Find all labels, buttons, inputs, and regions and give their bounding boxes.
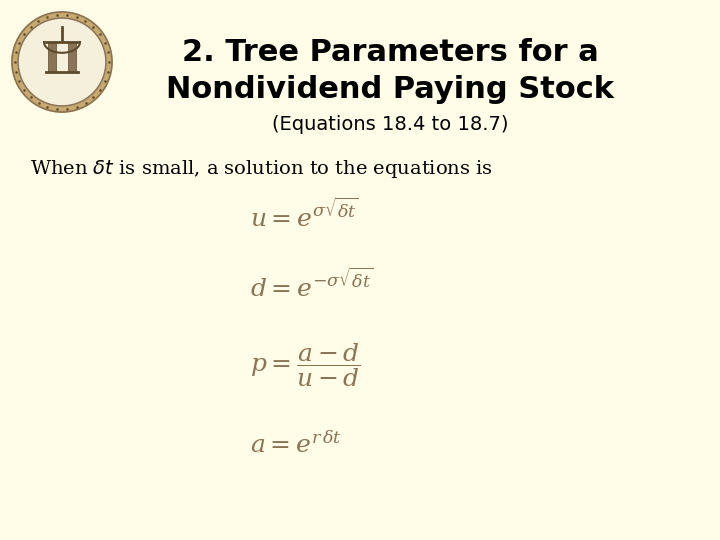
Text: Nondividend Paying Stock: Nondividend Paying Stock — [166, 75, 614, 104]
Text: $a = e^{r\,\delta t}$: $a = e^{r\,\delta t}$ — [250, 432, 342, 458]
Circle shape — [18, 18, 106, 106]
Text: $d = e^{-\sigma\sqrt{\delta t}}$: $d = e^{-\sigma\sqrt{\delta t}}$ — [250, 268, 374, 301]
Text: When $\delta t$ is small, a solution to the equations is: When $\delta t$ is small, a solution to … — [30, 158, 493, 180]
Text: 2. Tree Parameters for a: 2. Tree Parameters for a — [181, 38, 598, 67]
Circle shape — [12, 12, 112, 112]
Text: $p = \dfrac{a - d}{u - d}$: $p = \dfrac{a - d}{u - d}$ — [250, 341, 361, 389]
Text: $u = e^{\sigma\sqrt{\delta t}}$: $u = e^{\sigma\sqrt{\delta t}}$ — [250, 199, 359, 232]
FancyBboxPatch shape — [68, 42, 76, 72]
FancyBboxPatch shape — [48, 42, 56, 72]
Text: (Equations 18.4 to 18.7): (Equations 18.4 to 18.7) — [271, 115, 508, 134]
